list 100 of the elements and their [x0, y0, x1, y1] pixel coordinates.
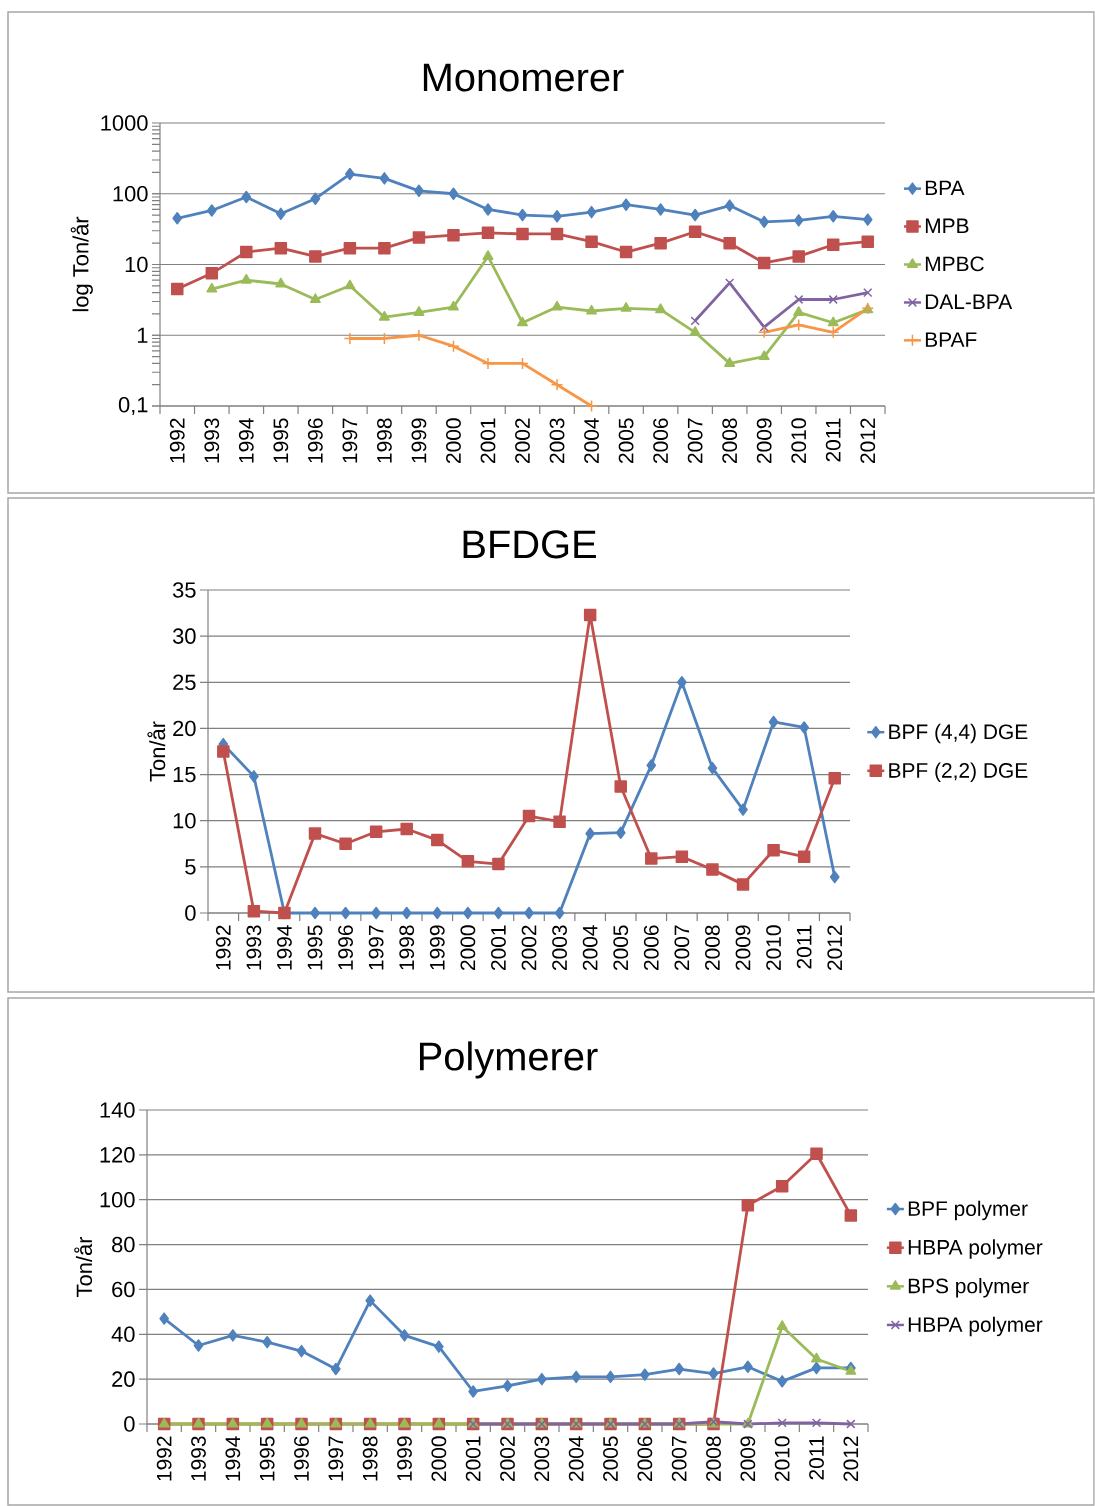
x-tick-label: 2006	[637, 1436, 653, 1482]
x-tick-label: 2004	[584, 418, 600, 463]
y-tick-label: 0	[124, 1416, 135, 1432]
y-tick-label: 10	[173, 812, 196, 829]
y-tick-label: 60	[112, 1281, 135, 1298]
x-tick-label: 2012	[827, 925, 843, 971]
x-tick-label: 2004	[568, 1436, 584, 1482]
y-tick-label: 0	[185, 905, 196, 921]
y-tick-label: 10	[125, 256, 148, 273]
legend-label: HBPA polymer	[908, 1316, 1043, 1337]
y-tick-label: 20	[173, 720, 196, 737]
legend-label: MPB	[926, 218, 969, 233]
legend-label: BPF polymer	[908, 1200, 1028, 1221]
x-tick-label: 1992	[156, 1436, 172, 1481]
x-tick-label: 2007	[674, 925, 690, 971]
y-tick-label: 25	[173, 674, 196, 691]
x-tick-label: 2012	[843, 1436, 859, 1482]
x-tick-label: 2011	[796, 925, 812, 969]
x-tick-label: 2007	[671, 1436, 687, 1482]
x-tick-label: 2001	[465, 1436, 481, 1482]
y-axis-title: log Ton/år	[70, 216, 93, 312]
x-tick-label: 1992	[169, 418, 185, 463]
legend-label: BPAF	[926, 332, 977, 347]
y-axis-title: Ton/år	[147, 721, 166, 782]
y-tick-label: 1	[138, 327, 148, 343]
x-tick-label: 1998	[362, 1436, 378, 1481]
x-tick-label: 1993	[191, 1436, 207, 1481]
y-tick-label: 1000	[101, 115, 148, 131]
x-tick-label: 2003	[552, 925, 568, 971]
y-tick-label: 15	[173, 766, 196, 783]
x-tick-label: 2009	[740, 1436, 756, 1482]
x-tick-label: 2011	[809, 1436, 825, 1480]
x-tick-label: 1995	[259, 1436, 275, 1481]
x-tick-label: 1995	[307, 925, 323, 970]
x-tick-label: 2012	[860, 418, 876, 463]
legend-label: BPF (2,2) DGE	[889, 762, 1028, 782]
x-tick-label: 1999	[430, 925, 445, 970]
x-tick-label: 2010	[791, 418, 807, 463]
y-axis-title: Ton/år	[74, 1236, 93, 1297]
x-tick-label: 2011	[825, 418, 841, 462]
x-tick-label: 2000	[431, 1436, 447, 1482]
x-tick-label: 1994	[277, 925, 292, 970]
x-tick-label: 1995	[273, 418, 289, 463]
x-tick-label: 2003	[534, 1436, 550, 1482]
x-tick-label: 1992	[216, 925, 231, 970]
y-tick-label: 40	[111, 1326, 135, 1343]
legend-label: HBPA polymer	[908, 1239, 1043, 1259]
x-tick-label: 2009	[735, 925, 751, 971]
x-tick-label: 2003	[549, 418, 565, 463]
y-tick-label: 120	[100, 1147, 135, 1163]
x-tick-label: 2002	[515, 418, 531, 463]
chart-title: BFDGE	[463, 530, 597, 559]
x-tick-label: 2000	[446, 418, 461, 463]
chart-title: Polymerer	[420, 1041, 598, 1079]
x-tick-label: 1997	[368, 925, 384, 970]
legend-label: MPBC	[926, 256, 984, 272]
y-tick-label: 100	[113, 185, 148, 202]
y-tick-label: 0,1	[119, 396, 148, 416]
x-tick-label: 2002	[521, 925, 537, 971]
legend-label: BPS polymer	[908, 1277, 1029, 1298]
x-tick-label: 1999	[397, 1436, 413, 1481]
x-tick-label: 1993	[246, 925, 262, 970]
x-tick-label: 2005	[603, 1436, 619, 1482]
y-tick-label: 35	[173, 582, 196, 598]
legend-label: BPA	[926, 180, 965, 196]
y-tick-label: 20	[112, 1371, 135, 1387]
x-tick-label: 2006	[644, 925, 659, 971]
x-tick-label: 2005	[613, 925, 629, 971]
x-tick-label: 2004	[582, 925, 598, 971]
x-tick-label: 2005	[618, 418, 634, 463]
x-tick-label: 1998	[377, 418, 392, 463]
x-tick-label: 1996	[294, 1436, 310, 1481]
x-tick-label: 1999	[411, 418, 427, 463]
y-tick-label: 100	[100, 1191, 135, 1208]
x-tick-label: 1996	[338, 925, 354, 970]
x-tick-label: 2010	[766, 925, 782, 971]
x-tick-label: 2009	[756, 418, 772, 463]
x-tick-label: 2007	[687, 418, 703, 463]
y-tick-label: 140	[100, 1102, 135, 1118]
legend-label: BPF (4,4) DGE	[889, 723, 1028, 744]
x-tick-label: 1996	[308, 418, 323, 463]
x-tick-label: 1997	[328, 1436, 344, 1481]
x-tick-label: 1997	[342, 418, 358, 463]
legend-label: DAL-BPA	[926, 294, 1013, 309]
y-tick-label: 80	[112, 1236, 135, 1253]
x-tick-label: 1998	[399, 925, 415, 970]
y-tick-label: 30	[173, 628, 196, 644]
x-tick-label: 2008	[705, 925, 720, 971]
x-tick-label: 2001	[491, 925, 506, 971]
x-tick-label: 2010	[774, 1436, 790, 1482]
y-tick-label: 5	[185, 859, 196, 875]
x-tick-label: 1994	[239, 418, 254, 463]
x-tick-label: 2006	[653, 418, 669, 463]
x-tick-label: 2008	[706, 1436, 722, 1482]
chart-title: Monomerer	[424, 63, 624, 92]
x-tick-label: 2008	[722, 418, 738, 463]
x-tick-label: 2000	[460, 925, 476, 971]
x-tick-label: 2002	[500, 1436, 516, 1482]
x-tick-label: 1993	[204, 418, 220, 463]
x-tick-label: 2001	[480, 418, 496, 463]
